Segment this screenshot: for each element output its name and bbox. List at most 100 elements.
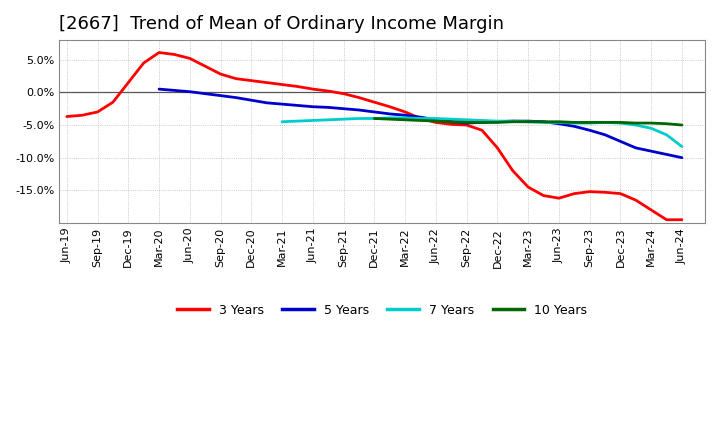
3 Years xyxy=(309,87,318,92)
3 Years xyxy=(170,52,179,57)
5 Years xyxy=(662,152,671,157)
5 Years xyxy=(416,114,425,120)
Line: 3 Years: 3 Years xyxy=(67,52,682,220)
3 Years xyxy=(232,76,240,81)
7 Years xyxy=(631,122,640,128)
7 Years xyxy=(416,116,425,121)
5 Years xyxy=(262,100,271,106)
10 Years xyxy=(477,120,486,125)
5 Years xyxy=(216,93,225,98)
5 Years xyxy=(201,91,210,96)
5 Years xyxy=(447,119,456,125)
5 Years xyxy=(370,109,379,114)
10 Years xyxy=(570,120,579,125)
3 Years xyxy=(124,80,132,85)
3 Years xyxy=(140,60,148,66)
7 Years xyxy=(616,121,625,126)
10 Years xyxy=(554,119,563,125)
5 Years xyxy=(508,118,517,124)
3 Years xyxy=(662,217,671,222)
3 Years xyxy=(416,116,425,121)
5 Years xyxy=(293,103,302,108)
10 Years xyxy=(585,120,594,125)
3 Years xyxy=(554,195,563,201)
3 Years xyxy=(570,191,579,196)
3 Years xyxy=(431,120,440,125)
5 Years xyxy=(155,87,163,92)
7 Years xyxy=(554,120,563,125)
3 Years xyxy=(477,128,486,133)
5 Years xyxy=(401,113,410,118)
10 Years xyxy=(431,118,440,124)
7 Years xyxy=(462,117,471,122)
7 Years xyxy=(508,118,517,124)
10 Years xyxy=(385,117,394,122)
3 Years xyxy=(262,80,271,85)
10 Years xyxy=(678,122,686,128)
5 Years xyxy=(678,155,686,160)
5 Years xyxy=(232,95,240,100)
5 Years xyxy=(493,119,502,125)
5 Years xyxy=(339,106,348,111)
7 Years xyxy=(293,118,302,124)
5 Years xyxy=(385,111,394,117)
3 Years xyxy=(201,64,210,69)
Text: [2667]  Trend of Mean of Ordinary Income Margin: [2667] Trend of Mean of Ordinary Income … xyxy=(59,15,504,33)
3 Years xyxy=(93,109,102,114)
5 Years xyxy=(355,107,364,113)
5 Years xyxy=(554,121,563,126)
7 Years xyxy=(524,119,533,125)
10 Years xyxy=(416,118,425,123)
Line: 10 Years: 10 Years xyxy=(374,118,682,125)
5 Years xyxy=(278,102,287,107)
10 Years xyxy=(462,120,471,125)
3 Years xyxy=(186,56,194,61)
3 Years xyxy=(616,191,625,196)
7 Years xyxy=(585,121,594,126)
3 Years xyxy=(447,122,456,127)
7 Years xyxy=(401,115,410,121)
3 Years xyxy=(600,190,609,195)
7 Years xyxy=(370,116,379,121)
Line: 7 Years: 7 Years xyxy=(282,118,682,147)
3 Years xyxy=(324,88,333,94)
10 Years xyxy=(616,120,625,125)
5 Years xyxy=(585,128,594,133)
3 Years xyxy=(678,217,686,222)
5 Years xyxy=(186,89,194,94)
3 Years xyxy=(493,145,502,150)
3 Years xyxy=(247,78,256,83)
3 Years xyxy=(524,184,533,190)
5 Years xyxy=(616,139,625,144)
7 Years xyxy=(662,132,671,137)
10 Years xyxy=(370,116,379,121)
10 Years xyxy=(631,121,640,126)
10 Years xyxy=(600,120,609,125)
7 Years xyxy=(324,117,333,122)
3 Years xyxy=(462,122,471,128)
7 Years xyxy=(309,118,318,123)
5 Years xyxy=(247,98,256,103)
3 Years xyxy=(109,99,117,105)
3 Years xyxy=(370,99,379,105)
10 Years xyxy=(662,121,671,126)
7 Years xyxy=(678,144,686,149)
10 Years xyxy=(493,120,502,125)
5 Years xyxy=(431,117,440,122)
3 Years xyxy=(647,207,655,213)
3 Years xyxy=(63,114,71,119)
5 Years xyxy=(462,121,471,126)
7 Years xyxy=(570,121,579,126)
7 Years xyxy=(600,120,609,125)
7 Years xyxy=(539,120,548,125)
3 Years xyxy=(216,71,225,77)
7 Years xyxy=(477,118,486,123)
10 Years xyxy=(524,119,533,125)
5 Years xyxy=(570,124,579,129)
3 Years xyxy=(155,50,163,55)
7 Years xyxy=(431,116,440,121)
3 Years xyxy=(631,198,640,203)
7 Years xyxy=(339,117,348,122)
5 Years xyxy=(170,88,179,93)
10 Years xyxy=(447,119,456,125)
